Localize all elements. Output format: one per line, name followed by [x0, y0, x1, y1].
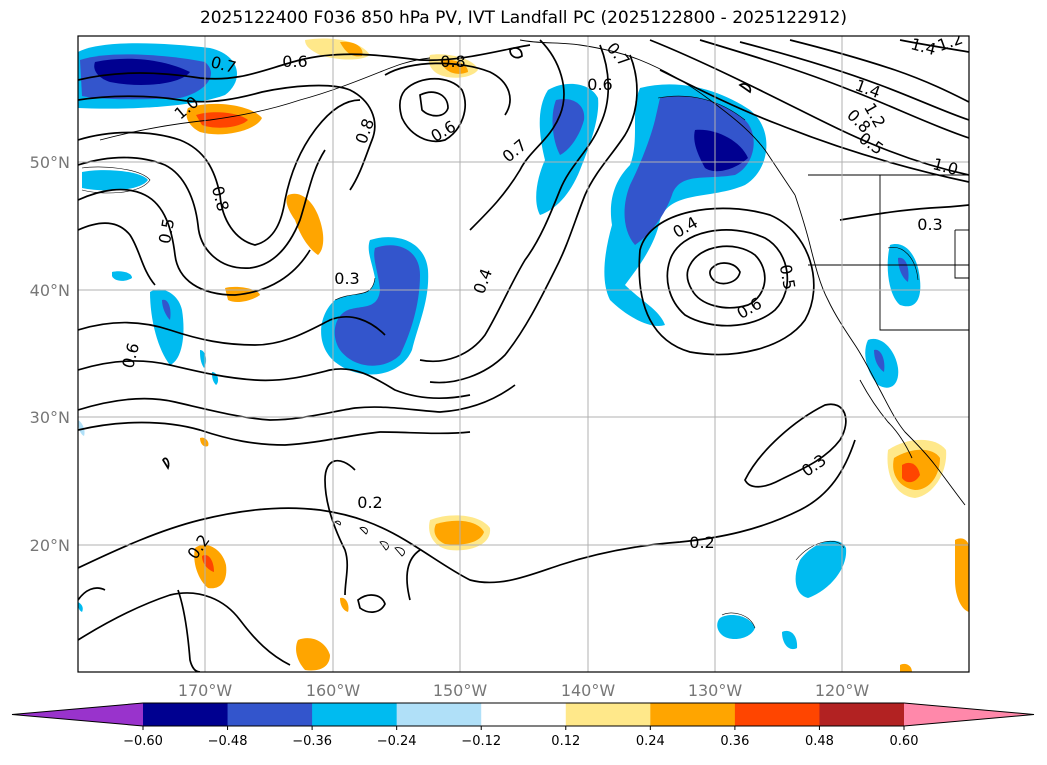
colorbar-box — [396, 703, 482, 726]
colorbar-tick-label: 0.12 — [551, 734, 580, 749]
colorbar-box — [227, 703, 313, 726]
contour-label: 0.2 — [689, 533, 714, 552]
lon-label: 160°W — [306, 681, 361, 700]
map-title: 2025122400 F036 850 hPa PV, IVT Landfall… — [199, 8, 847, 28]
lon-label: 130°W — [688, 681, 743, 700]
colorbar-tick-label: −0.48 — [208, 734, 248, 749]
colorbar: −0.60 −0.48 −0.36 −0.24 −0.12 0.12 0.24 0.36 0.4… — [11, 702, 1035, 749]
lat-label: 40°N — [30, 281, 70, 300]
colorbar-tick-label: −0.60 — [123, 734, 163, 749]
contour-label: 1.4 — [909, 34, 939, 59]
lon-label: 150°W — [433, 681, 488, 700]
map-field-layer: 0.6 0.7 1.0 0.8 0.5 0.6 0.8 0.6 0.8 0.3 … — [78, 34, 969, 672]
colorbar-tick-label: −0.24 — [377, 734, 417, 749]
lat-label: 30°N — [30, 408, 70, 427]
lat-label: 50°N — [30, 153, 70, 172]
colorbar-box — [565, 703, 651, 726]
lon-label: 120°W — [815, 681, 870, 700]
colorbar-tick-label: −0.36 — [292, 734, 332, 749]
colorbar-tick-label: 0.48 — [805, 734, 834, 749]
lat-label: 20°N — [30, 536, 70, 555]
colorbar-box — [650, 703, 736, 726]
colorbar-tick-label: 0.60 — [890, 734, 919, 749]
colorbar-box — [819, 703, 905, 726]
lon-label: 140°W — [561, 681, 616, 700]
colorbar-extend-low — [12, 703, 143, 726]
colorbar-box — [143, 703, 229, 726]
colorbar-box — [734, 703, 820, 726]
contour-label: 0.6 — [587, 75, 612, 94]
contour-label: 0.2 — [357, 493, 382, 512]
contour-label: 0.8 — [440, 52, 465, 71]
colorbar-tick-label: 0.24 — [636, 734, 665, 749]
contour-label: 0.5 — [776, 263, 799, 291]
latitude-labels: 50°N 40°N 30°N 20°N — [30, 153, 70, 555]
contour-label: 0.3 — [917, 215, 942, 234]
colorbar-box — [312, 703, 398, 726]
map-frame — [77, 35, 970, 673]
colorbar-box — [481, 703, 567, 726]
colorbar-extend-high — [904, 703, 1034, 726]
colorbar-tick-label: 0.36 — [720, 734, 749, 749]
longitude-labels: 170°W 160°W 150°W 140°W 130°W 120°W — [178, 681, 870, 700]
colorbar-tick-label: −0.12 — [461, 734, 501, 749]
contour-label: 0.3 — [334, 269, 359, 288]
contour-label: 0.6 — [282, 52, 307, 71]
contour-label: 0.5 — [155, 217, 178, 245]
graticule — [78, 36, 969, 672]
lon-label: 170°W — [178, 681, 233, 700]
